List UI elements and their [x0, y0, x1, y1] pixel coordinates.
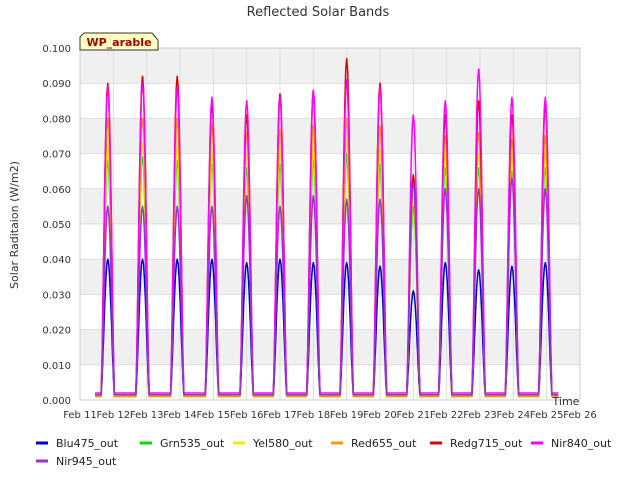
grid-band	[80, 118, 580, 154]
x-tick-label: Feb 23	[463, 410, 497, 421]
x-axis-ticks: Feb 11 Feb 12 Feb 13 Feb 14 Feb 15 Feb 16 Feb …	[63, 410, 597, 421]
annotation-background	[79, 32, 159, 51]
legend-label: Redg715_out	[450, 437, 523, 450]
legend-label: Grn535_out	[160, 437, 225, 450]
chart-title: Reflected Solar Bands	[247, 5, 390, 20]
y-tick-label: 0.020	[42, 326, 71, 337]
plot-area	[79, 47, 581, 401]
legend-label: Yel580_out	[252, 437, 313, 450]
grid-bands	[80, 48, 580, 365]
grid-band	[80, 329, 580, 365]
legend-item-nir945-out: Nir945_out	[36, 455, 117, 468]
y-tick-label: 0.050	[42, 220, 71, 231]
x-tick-label: Feb 20	[363, 410, 397, 421]
legend: Blu475_out Grn535_out Yel580_out Red655_out…	[36, 437, 612, 468]
series-layer	[95, 57, 559, 398]
legend-item-redg715-out: Redg715_out	[430, 437, 523, 450]
y-axis-label: Solar Raditaion (W/m2)	[8, 161, 21, 289]
x-tick-label: Feb 16	[230, 410, 264, 421]
x-axis-label: Time	[552, 395, 580, 408]
grid-band	[80, 48, 580, 84]
x-tick-label: Feb 21	[397, 410, 431, 421]
x-tick-label: Feb 22	[430, 410, 464, 421]
x-tick-label: Feb 19	[330, 410, 364, 421]
legend-label: Red655_out	[351, 437, 417, 450]
annotation-box: WP_arable	[79, 32, 159, 51]
x-tick-label: Feb 14	[163, 410, 197, 421]
grid-band	[80, 259, 580, 295]
y-tick-label: 0.080	[42, 114, 71, 125]
x-tick-label: Feb 17	[263, 410, 297, 421]
y-axis-ticks: 0.000 0.010 0.020 0.030 0.040 0.050 0.060 0.070…	[42, 44, 71, 407]
x-tick-label: Feb 26	[563, 410, 597, 421]
y-tick-label: 0.040	[42, 255, 71, 266]
series-line-nir945-out	[95, 177, 559, 396]
y-tick-label: 0.100	[42, 44, 71, 55]
legend-item-grn535-out: Grn535_out	[140, 437, 225, 450]
legend-item-blu475-out: Blu475_out	[36, 437, 119, 450]
y-tick-label: 0.000	[42, 396, 71, 407]
legend-label: Blu475_out	[56, 437, 119, 450]
x-tick-label: Feb 24	[497, 410, 531, 421]
legend-item-nir840-out: Nir840_out	[531, 437, 612, 450]
y-tick-label: 0.010	[42, 361, 71, 372]
annotation-label: WP_arable	[86, 36, 151, 49]
plot-frame	[79, 47, 581, 401]
y-tick-label: 0.030	[42, 290, 71, 301]
legend-label: Nir945_out	[56, 455, 117, 468]
x-tick-label: Feb 13	[130, 410, 164, 421]
grid-band	[80, 188, 580, 224]
x-tick-label: Feb 18	[297, 410, 331, 421]
x-tick-label: Feb 11	[63, 410, 97, 421]
x-tick-label: Feb 25	[530, 410, 564, 421]
y-tick-label: 0.060	[42, 185, 71, 196]
x-tick-label: Feb 12	[97, 410, 131, 421]
legend-item-yel580-out: Yel580_out	[233, 437, 313, 450]
y-tick-label: 0.090	[42, 79, 71, 90]
legend-item-red655-out: Red655_out	[331, 437, 417, 450]
series-line-nir840-out	[95, 68, 559, 394]
legend-label: Nir840_out	[551, 437, 612, 450]
y-tick-label: 0.070	[42, 150, 71, 161]
x-tick-label: Feb 15	[197, 410, 231, 421]
